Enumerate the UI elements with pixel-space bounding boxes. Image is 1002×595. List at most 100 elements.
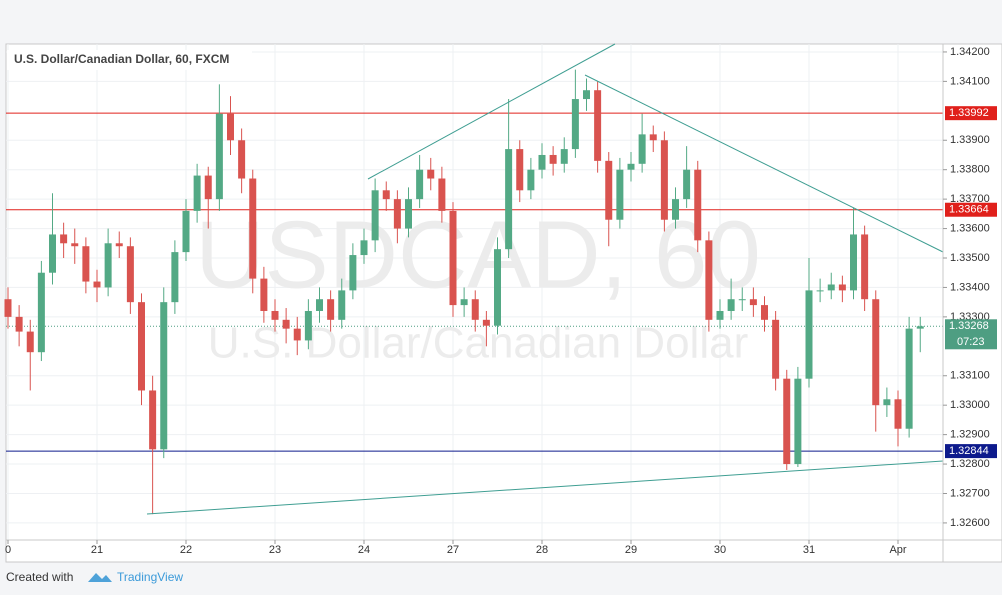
title-bg xyxy=(7,50,252,70)
logo-icon xyxy=(88,573,112,582)
candle-body xyxy=(749,299,757,306)
x-tick-label: 22 xyxy=(180,544,192,556)
price-label: 1.33664 xyxy=(949,204,989,216)
candle-body xyxy=(15,316,23,332)
candle-body xyxy=(215,113,223,200)
candle-body xyxy=(249,178,257,279)
candle-body xyxy=(594,90,602,161)
x-tick-label: 29 xyxy=(625,544,637,556)
candle-body xyxy=(260,278,268,311)
y-tick-label: 1.33900 xyxy=(950,134,990,146)
candle-body xyxy=(482,319,490,326)
candle-body xyxy=(471,299,479,320)
candle-body xyxy=(861,234,869,300)
candle-body xyxy=(93,281,101,288)
y-tick-label: 1.34100 xyxy=(950,75,990,87)
candle-body xyxy=(794,378,802,465)
candle-body xyxy=(204,175,212,200)
candle-body xyxy=(193,175,201,211)
candle-body xyxy=(238,140,246,179)
candle-body xyxy=(304,310,312,341)
candle-body xyxy=(271,310,279,320)
price-label: 1.33992 xyxy=(949,107,989,119)
chart-frame xyxy=(5,43,1002,563)
candle-body xyxy=(494,249,501,326)
candle-body xyxy=(549,154,557,164)
candle-body xyxy=(783,378,791,465)
candle-body xyxy=(182,210,190,253)
countdown-label: 07:23 xyxy=(957,336,985,348)
x-tick-label: 21 xyxy=(91,544,103,556)
candle-body xyxy=(382,190,390,200)
footer-text: Created with xyxy=(6,570,73,584)
candle-body xyxy=(816,290,824,292)
trend-line xyxy=(367,43,616,180)
y-tick-label: 1.33000 xyxy=(950,399,990,411)
candle-body xyxy=(672,199,679,220)
last-price-bg xyxy=(945,319,997,350)
y-tick-label: 1.32900 xyxy=(950,429,990,441)
candle-body xyxy=(538,154,546,170)
price-label-bg xyxy=(945,106,997,121)
candle-body xyxy=(694,169,702,241)
candle-body xyxy=(527,169,535,191)
candle-body xyxy=(37,272,45,353)
candle-body xyxy=(405,199,412,229)
candle-body xyxy=(460,299,468,306)
candle-body xyxy=(905,328,913,429)
y-tick-label: 1.33600 xyxy=(950,222,990,234)
candle-body xyxy=(82,246,90,282)
x-tick-label: 27 xyxy=(447,544,459,556)
candle-body xyxy=(338,290,346,320)
price-label: 1.32844 xyxy=(949,445,989,457)
candle-body xyxy=(349,255,357,291)
candle-body xyxy=(126,246,134,303)
candle-body xyxy=(138,302,145,391)
candle-body xyxy=(516,149,524,191)
price-label-bg xyxy=(945,202,997,217)
candle-body xyxy=(583,90,590,100)
candle-body xyxy=(449,210,457,306)
last-price-label: 1.33268 xyxy=(949,320,989,332)
candle-body xyxy=(827,284,835,291)
candle-body xyxy=(316,299,323,311)
candle-body xyxy=(171,252,179,303)
candle-body xyxy=(605,160,613,220)
candle-body xyxy=(805,290,813,379)
candle-body xyxy=(894,399,902,429)
candle-body xyxy=(727,299,735,311)
candle-body xyxy=(371,190,379,241)
candle-body xyxy=(71,243,79,247)
candle-body xyxy=(104,243,112,288)
candle-body xyxy=(916,326,924,329)
x-tick-label: 24 xyxy=(358,544,370,556)
candle-body xyxy=(393,199,401,229)
candle-body xyxy=(60,234,68,244)
candle-body xyxy=(616,169,624,220)
candle-body xyxy=(4,299,12,317)
y-tick-label: 1.33100 xyxy=(950,370,990,382)
candle-body xyxy=(327,299,335,320)
candle-body xyxy=(115,243,123,247)
candle-body xyxy=(160,302,168,450)
candle-body xyxy=(49,234,56,273)
candle-body xyxy=(705,240,713,320)
candle-body xyxy=(438,178,446,211)
y-tick-label: 1.33700 xyxy=(950,193,990,205)
trend-line xyxy=(146,460,944,515)
candle-body xyxy=(850,234,857,291)
candle-body xyxy=(427,169,435,179)
candle-body xyxy=(282,319,290,329)
candle-body xyxy=(360,240,368,256)
x-tick-label: 31 xyxy=(803,544,815,556)
candle-body xyxy=(638,134,646,164)
x-tick-label: 28 xyxy=(536,544,548,556)
y-tick-label: 1.32700 xyxy=(950,487,990,499)
candle-body xyxy=(649,134,657,141)
y-tick-label: 1.32800 xyxy=(950,458,990,470)
y-tick-label: 1.32600 xyxy=(950,517,990,529)
candle-body xyxy=(872,299,880,406)
footer-brand[interactable]: TradingView xyxy=(117,570,183,584)
